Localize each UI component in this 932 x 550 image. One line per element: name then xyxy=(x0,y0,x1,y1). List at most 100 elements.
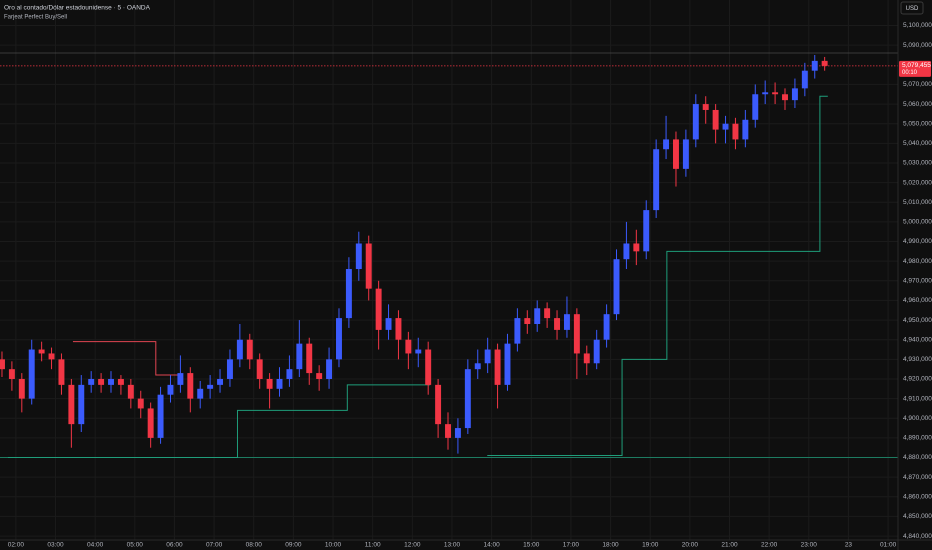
candle-body xyxy=(296,343,303,370)
candle-body xyxy=(276,378,283,389)
y-tick-label: 5,020,000 xyxy=(903,179,932,186)
candle-body xyxy=(226,359,233,379)
candle-body xyxy=(395,318,402,340)
candle-body xyxy=(504,343,511,385)
y-tick-label: 5,060,000 xyxy=(903,101,932,108)
candle-body xyxy=(177,373,184,385)
candle-body xyxy=(236,339,243,360)
candle-body xyxy=(682,139,689,169)
price-label-box xyxy=(899,60,931,77)
candle-body xyxy=(821,60,828,66)
y-tick-label: 5,070,000 xyxy=(903,81,932,88)
x-tick-label: 18:00 xyxy=(602,542,619,549)
x-tick-label: 05:00 xyxy=(127,542,144,549)
candle-body xyxy=(593,339,600,364)
x-tick-label: 22:00 xyxy=(761,542,778,549)
candle-body xyxy=(692,104,699,140)
currency-button[interactable] xyxy=(900,1,924,15)
candle-body xyxy=(68,384,75,425)
candle-body xyxy=(117,378,124,385)
candle-body xyxy=(445,424,451,438)
y-tick-label: 4,930,000 xyxy=(903,356,932,363)
indicator-line xyxy=(7,95,828,459)
candle-body xyxy=(415,349,422,354)
candle-body xyxy=(484,349,491,364)
candle-body xyxy=(157,394,164,438)
candle-body xyxy=(385,318,392,330)
x-tick-label: 01:00 xyxy=(880,542,897,549)
candle-body xyxy=(405,339,412,354)
x-tick-label: 08:00 xyxy=(246,542,263,549)
candle-body xyxy=(365,243,372,289)
candle-body xyxy=(326,359,333,379)
candle-body xyxy=(256,359,263,379)
y-tick-label: 4,840,000 xyxy=(903,533,932,540)
candle-body xyxy=(554,318,561,330)
candle-body xyxy=(782,94,788,101)
y-tick-label: 4,990,000 xyxy=(903,238,932,245)
candle-body xyxy=(791,88,798,101)
candle-body xyxy=(266,378,273,389)
y-tick-label: 4,970,000 xyxy=(903,278,932,285)
candle-body xyxy=(217,378,224,385)
candle-body xyxy=(48,353,55,360)
candle-body xyxy=(355,243,362,270)
x-tick-label: 02:00 xyxy=(8,542,25,549)
x-tick-label: 15:00 xyxy=(523,542,540,549)
candle-body xyxy=(643,210,650,252)
x-tick-label: 07:00 xyxy=(206,542,223,549)
candle-body xyxy=(712,109,719,130)
candle-body xyxy=(474,363,481,370)
x-tick-label: 11:00 xyxy=(365,542,381,549)
candle-body xyxy=(454,428,461,438)
price-label: 5,079,455 xyxy=(902,62,931,69)
currency-label[interactable]: USD xyxy=(906,6,919,12)
candle-body xyxy=(316,373,323,379)
candle-body xyxy=(663,139,670,150)
candle-body xyxy=(28,349,35,399)
x-tick-label: 03:00 xyxy=(47,542,64,549)
x-tick-label: 13:00 xyxy=(444,542,461,549)
candle-body xyxy=(306,343,313,374)
candle-body xyxy=(8,369,15,379)
candle-body xyxy=(673,139,679,169)
candle-body xyxy=(137,398,144,409)
y-tick-label: 4,920,000 xyxy=(903,376,932,383)
x-tick-label: 12:00 xyxy=(404,542,421,549)
candle-body xyxy=(147,408,154,438)
candle-body xyxy=(514,318,521,344)
y-tick-label: 4,850,000 xyxy=(903,513,932,520)
candle-body xyxy=(494,349,501,385)
x-tick-label: 14:00 xyxy=(483,542,500,549)
candle-body xyxy=(58,359,65,385)
y-tick-label: 5,040,000 xyxy=(903,140,932,147)
candle-body xyxy=(544,308,551,319)
countdown: 00:10 xyxy=(902,70,918,76)
candle-body xyxy=(524,318,531,324)
candle-body xyxy=(18,378,25,399)
x-tick-label: 06:00 xyxy=(166,542,183,549)
y-tick-label: 4,870,000 xyxy=(903,474,932,481)
candle-body xyxy=(375,288,382,330)
candle-body xyxy=(772,92,779,95)
y-tick-label: 4,880,000 xyxy=(903,454,932,461)
x-tick-label: 20:00 xyxy=(682,542,699,549)
candle-body xyxy=(633,243,640,252)
candle-body xyxy=(246,339,253,360)
y-tick-label: 5,000,000 xyxy=(903,219,932,226)
candle-body xyxy=(98,378,105,385)
y-tick-label: 4,900,000 xyxy=(903,415,932,422)
candle-body xyxy=(435,384,442,425)
candle-body xyxy=(464,369,471,429)
chart-title: Oro al contado/Dólar estadounidense · 5 … xyxy=(4,5,151,12)
y-tick-label: 4,960,000 xyxy=(903,297,932,304)
candle-body xyxy=(78,384,85,425)
candle-body xyxy=(653,149,660,211)
candle-body xyxy=(702,104,709,110)
candle-body xyxy=(108,378,114,385)
candle-body xyxy=(563,314,570,330)
candle-body xyxy=(534,308,541,324)
y-tick-label: 4,950,000 xyxy=(903,317,932,324)
